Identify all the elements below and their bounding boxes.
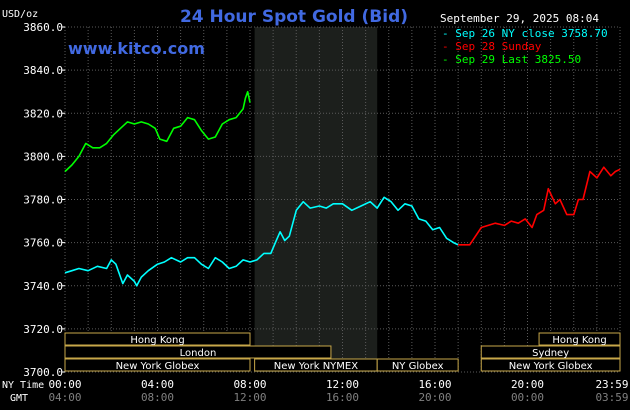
y-tick-label: 3720.0 [23,323,63,336]
session-bar-5 [538,332,621,346]
ny-time-label: NY Time [2,380,44,391]
session-label: Sydney [532,348,569,359]
x-tick-label-gmt: 08:00 [141,391,174,404]
session-bar-7 [480,358,621,372]
x-tick-label-ny: 12:00 [326,378,359,391]
session-bar-2 [64,358,251,372]
session-bar-0 [64,332,251,346]
session-label: New York NYMEX [274,361,359,372]
session-label: Hong Kong [130,335,184,346]
y-tick-label: 3760.0 [23,237,63,250]
session-label: London [180,348,217,359]
session-label: New York Globex [509,361,593,372]
unit-label: USD/oz [2,9,38,20]
price-line-series-0 [64,196,459,287]
x-tick-label-ny: 23:59 [595,378,628,391]
x-tick-label-gmt: 16:00 [326,391,359,404]
y-tick-label: 3700.0 [23,366,63,379]
x-tick-label-ny: 16:00 [418,378,451,391]
x-tick-label-ny: 08:00 [233,378,266,391]
x-tick-label-gmt: 12:00 [233,391,266,404]
y-tick-label: 3860.0 [23,21,63,34]
x-tick-label-ny: 00:00 [48,378,81,391]
legend-entry-2: - Sep 29 Last 3825.50 [442,53,581,66]
session-label: New York Globex [116,361,200,372]
x-tick-label-gmt: 00:00 [511,391,544,404]
y-tick-label: 3800.0 [23,150,63,163]
x-tick-label-gmt: 04:00 [48,391,81,404]
chart-title: 24 Hour Spot Gold (Bid) [180,7,408,27]
legend-entry-1: - Sep 28 Sunday [442,40,542,53]
y-tick-label: 3740.0 [23,280,63,293]
y-tick-label: 3840.0 [23,64,63,77]
y-tick-label: 3780.0 [23,194,63,207]
x-tick-label-ny: 04:00 [141,378,174,391]
price-line-series-2 [64,90,251,173]
session-bar-4 [376,358,459,372]
x-tick-label-gmt: 03:59 [595,391,628,404]
session-bar-6 [480,345,621,359]
price-line-series-1 [458,166,621,246]
legend-entry-0: - Sep 26 NY close 3758.70 [442,27,608,40]
x-tick-label-ny: 20:00 [511,378,544,391]
session-label: NY Globex [392,361,444,372]
session-label: Hong Kong [552,335,606,346]
gmt-label: GMT [10,393,28,404]
session-bar-1 [64,345,332,359]
legend: - Sep 26 NY close 3758.70- Sep 28 Sunday… [442,27,608,66]
x-tick-label-gmt: 20:00 [418,391,451,404]
y-tick-label: 3820.0 [23,107,63,120]
site-watermark: www.kitco.com [68,39,205,58]
datetime-label: September 29, 2025 08:04 [440,12,599,25]
